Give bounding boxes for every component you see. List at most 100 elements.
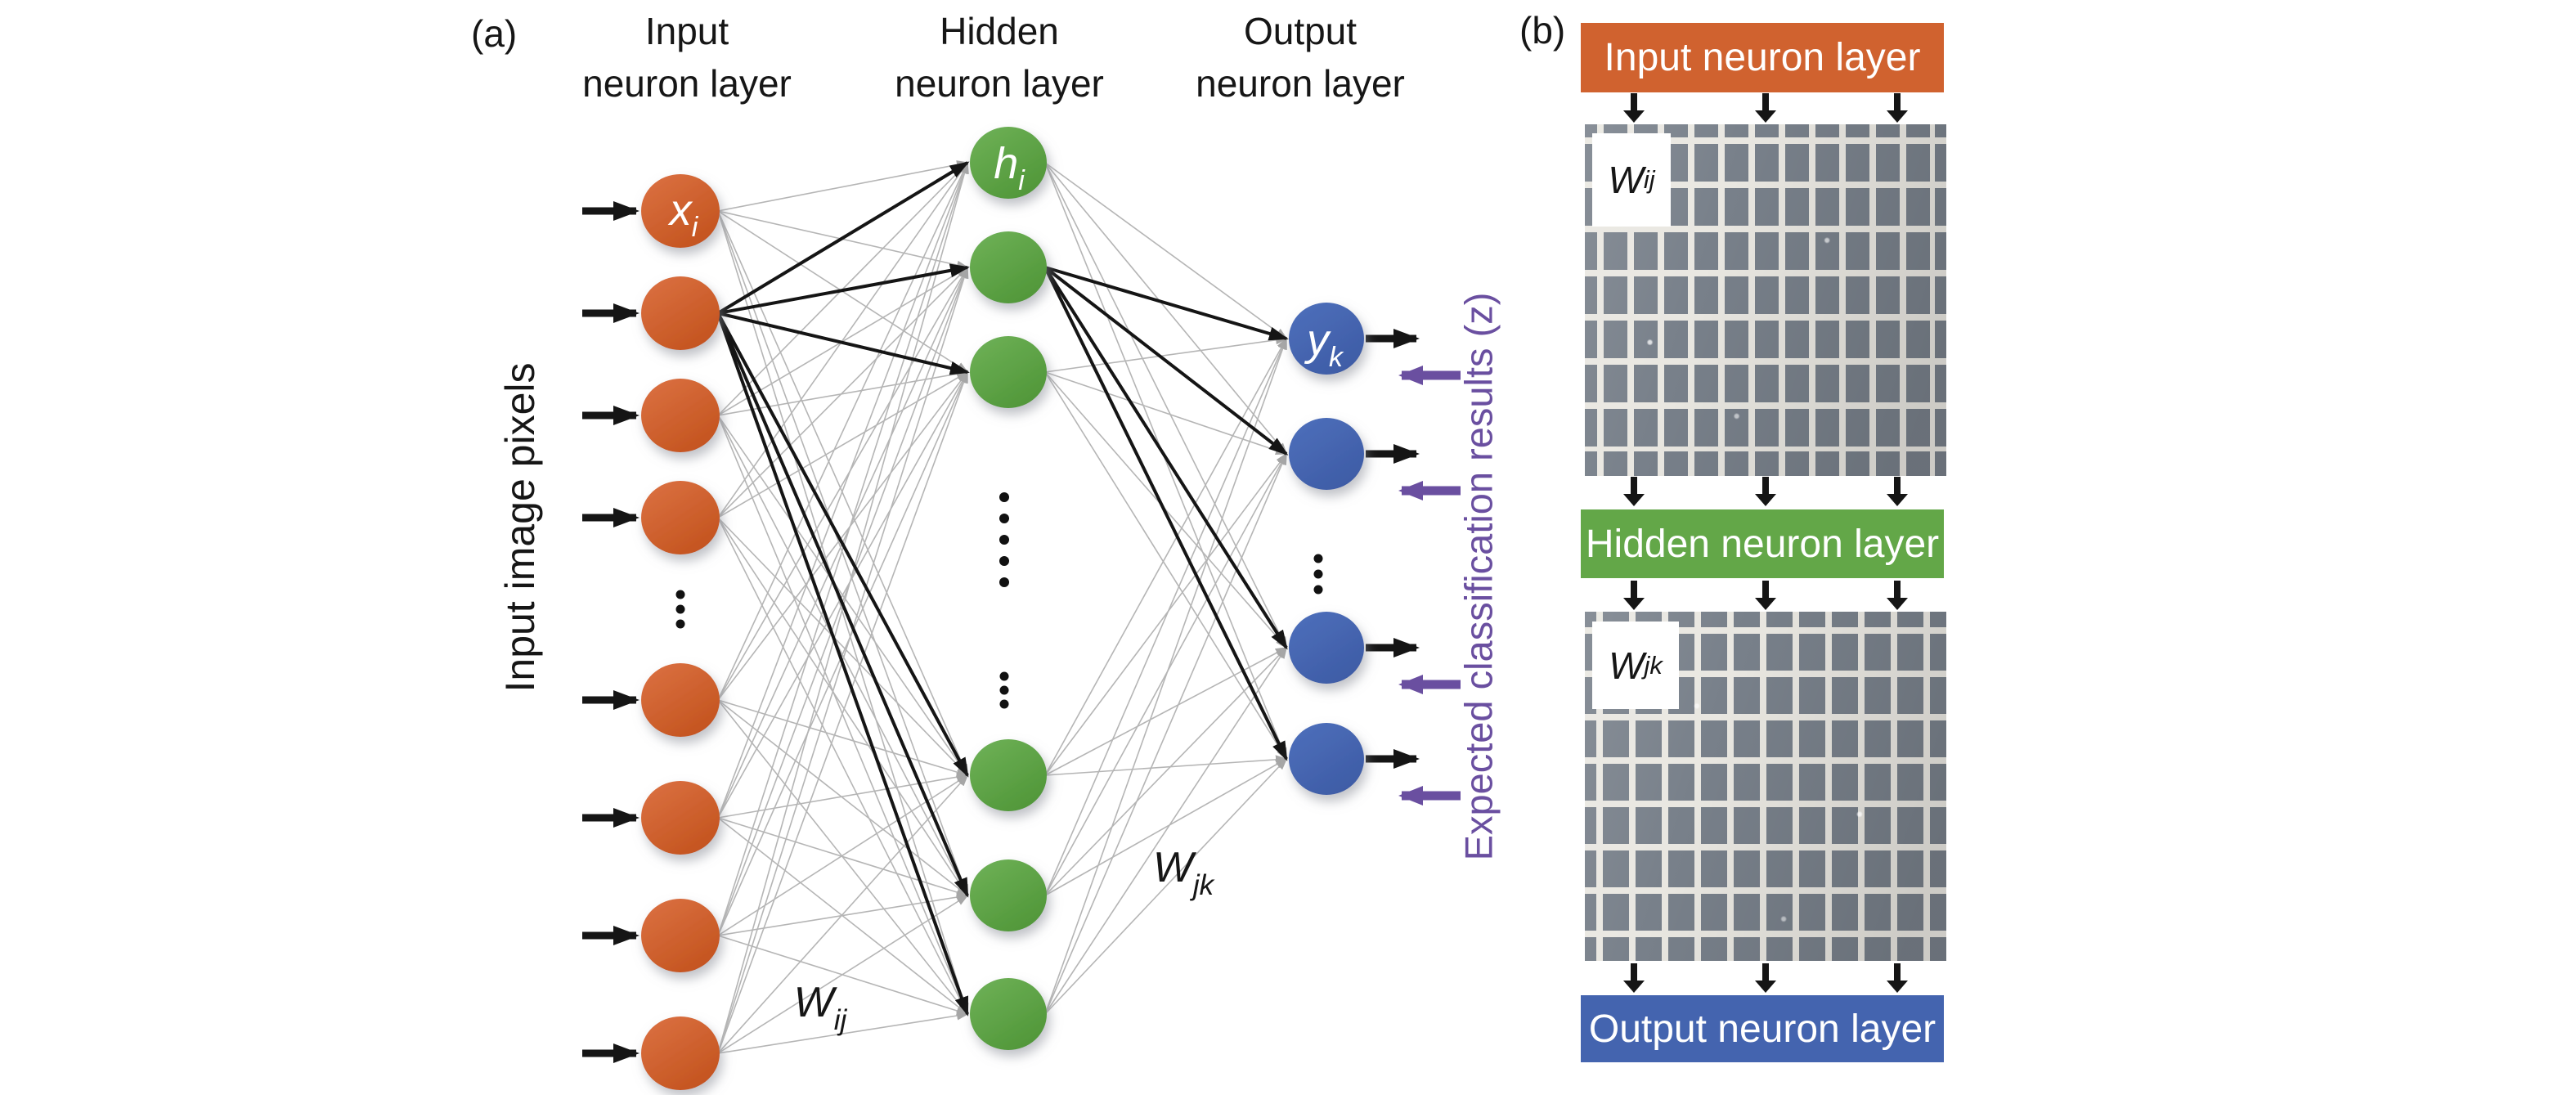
- banner-hidden-neuron-layer: Hidden neuron layer: [1581, 509, 1944, 578]
- down-arrow-icon: [1894, 477, 1901, 494]
- highlighted-weight-line: [716, 161, 970, 315]
- input-neuron: [641, 174, 720, 248]
- banner-input-text: Input neuron layer: [1604, 36, 1921, 79]
- highlighted-weight-line: [716, 312, 969, 898]
- input-neuron: [641, 899, 720, 972]
- connection-line: [1044, 757, 1288, 1015]
- hidden-neuron: [970, 739, 1047, 811]
- ellipsis-dot: [1313, 585, 1323, 595]
- connection-line: [1044, 646, 1288, 1015]
- output-neuron: [1289, 612, 1364, 684]
- connection-line: [717, 161, 968, 701]
- connection-line: [717, 370, 968, 1054]
- hidden-layer-heading-line2: neuron layer: [895, 62, 1104, 105]
- banner-input-neuron-layer: Input neuron layer: [1581, 23, 1944, 92]
- output-layer-heading-line1: Output: [1243, 10, 1358, 52]
- down-arrow-icon: [1762, 93, 1769, 110]
- connection-line: [717, 517, 968, 1016]
- connection-line: [717, 160, 969, 212]
- ellipsis-dot: [675, 590, 685, 599]
- down-arrow-icon: [1894, 581, 1901, 598]
- connection-line: [717, 817, 969, 897]
- input-neuron: [641, 1016, 720, 1090]
- highlighted-weight-line: [717, 263, 970, 315]
- highlighted-weight-line: [1043, 267, 1288, 761]
- connection-line: [717, 210, 969, 1016]
- ellipsis-dot: [999, 685, 1009, 695]
- connection-line: [1044, 162, 1288, 340]
- ellipsis-dot: [999, 699, 1009, 709]
- connection-line: [717, 266, 968, 701]
- output-neuron: [1289, 723, 1364, 795]
- connection-line: [717, 370, 969, 701]
- output-layer-heading: Output neuron layer: [1196, 5, 1405, 110]
- down-arrow-icon: [1631, 963, 1637, 981]
- highlighted-weight-line: [716, 312, 969, 778]
- panel-b-letter: (b): [1519, 9, 1566, 52]
- connection-line: [1044, 647, 1288, 776]
- highlighted-weight-line: [1043, 266, 1288, 650]
- weight-box-wjk-sub: jk: [1644, 650, 1663, 680]
- connection-line: [717, 210, 968, 897]
- connection-line: [717, 161, 969, 936]
- output-neuron: [1289, 303, 1364, 375]
- down-arrow-icon: [1762, 581, 1769, 598]
- connection-line: [717, 699, 969, 777]
- input-neuron: [641, 481, 720, 554]
- connection-line: [717, 774, 969, 1054]
- input-output-arrows-layer: [582, 201, 1461, 1063]
- input-neuron: [641, 781, 720, 855]
- weight-box-wjk-main: W: [1609, 644, 1645, 687]
- connection-line: [1044, 371, 1288, 761]
- input-image-pixels-label: Input image pixels: [497, 362, 543, 693]
- highlighted-weight-lines-layer: [716, 161, 1289, 1016]
- hidden-neuron: [970, 231, 1047, 303]
- down-arrow-icon: [1631, 477, 1637, 494]
- ellipsis-dot: [999, 577, 1009, 587]
- connection-line: [1044, 162, 1288, 456]
- connection-line: [1044, 371, 1288, 456]
- connection-line: [1044, 758, 1288, 896]
- ellipsis-dot: [1313, 569, 1323, 579]
- expected-classification-results-label: Expected classification results (z): [1456, 292, 1501, 861]
- highlighted-weight-line: [717, 312, 970, 375]
- connection-line: [1044, 337, 1287, 1015]
- connection-line: [1044, 452, 1288, 776]
- weight-label-wjk: Wjk: [1153, 844, 1215, 901]
- down-arrow-icon: [1631, 581, 1637, 598]
- down-arrow-icon: [1894, 93, 1901, 110]
- connection-line: [1044, 162, 1287, 649]
- connection-line: [717, 415, 968, 897]
- connection-line: [717, 894, 969, 1054]
- banner-hidden-text: Hidden neuron layer: [1585, 522, 1940, 566]
- connection-line: [717, 892, 969, 936]
- highlighted-weight-line: [1044, 266, 1289, 341]
- output-layer-heading-line2: neuron layer: [1196, 62, 1405, 105]
- output-neuron-label: yk: [1304, 316, 1344, 373]
- connection-line: [717, 370, 968, 819]
- weight-box-wij-sub: ij: [1643, 165, 1655, 194]
- input-layer-heading: Input neuron layer: [582, 5, 792, 110]
- hidden-layer-heading-line1: Hidden: [940, 10, 1059, 52]
- ellipsis-dots-layer: [675, 492, 1323, 709]
- input-neuron-label: xi: [667, 186, 699, 243]
- ellipsis-dot: [999, 514, 1009, 523]
- banner-output-text: Output neuron layer: [1588, 1007, 1936, 1051]
- connection-line: [1044, 755, 1288, 776]
- connection-line: [717, 415, 968, 1016]
- down-arrow-icon: [1894, 963, 1901, 981]
- ellipsis-dot: [999, 671, 1009, 681]
- output-neuron: [1289, 418, 1364, 490]
- ellipsis-dot: [999, 492, 1009, 502]
- hidden-neuron-label: hi: [994, 139, 1025, 196]
- connection-line: [717, 161, 969, 518]
- hidden-neuron: [970, 336, 1047, 408]
- panel-a-letter: (a): [471, 12, 518, 55]
- neurons-layer: [641, 127, 1364, 1090]
- connection-line: [717, 772, 969, 819]
- hidden-neuron: [970, 859, 1047, 931]
